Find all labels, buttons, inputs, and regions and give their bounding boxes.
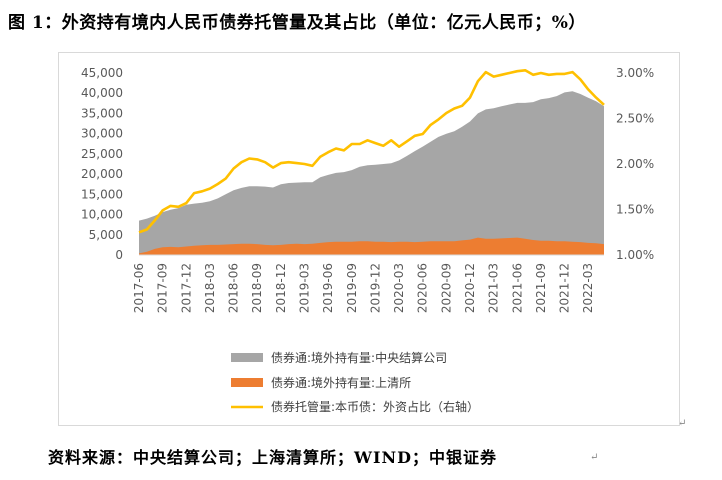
y-tick-label: 35,000 <box>81 106 123 120</box>
x-tick-label: 2017-12 <box>179 263 193 313</box>
y2-tick-label: 1.50% <box>616 203 654 217</box>
legend: 债券通:境外持有量:中央结算公司债券通:境外持有量:上清所债券托管量:本币债：外… <box>231 350 479 414</box>
legend-swatch-shch <box>231 378 263 387</box>
y-tick-label: 10,000 <box>81 208 123 222</box>
y2-tick-label: 1.00% <box>616 248 654 262</box>
x-tick-label: 2017-09 <box>156 263 170 313</box>
x-tick-label: 2020-03 <box>392 263 406 313</box>
x-tick-label: 2019-06 <box>321 263 335 313</box>
x-tick-label: 2019-12 <box>368 263 382 313</box>
x-tick-label: 2018-03 <box>203 263 217 313</box>
series-area-shch <box>139 237 604 255</box>
chart-frame: 0 5,000 10,000 15,000 20,000 25,000 30,000 35,0… <box>58 52 680 426</box>
figure-source: 资料来源：中央结算公司；上海清算所；WIND；中银证券 <box>48 448 497 467</box>
series-line-foreign-share <box>138 68 605 234</box>
line-layer <box>138 68 605 234</box>
x-tick-label: 2018-12 <box>274 263 288 313</box>
area-layer <box>139 91 604 255</box>
y2-tick-label: 2.00% <box>616 157 654 171</box>
x-tick-label: 2020-12 <box>463 263 477 313</box>
legend-label-ccdc: 债券通:境外持有量:中央结算公司 <box>271 350 447 365</box>
legend-label-shch: 债券通:境外持有量:上清所 <box>271 375 411 390</box>
y2-tick-label: 3.00% <box>616 66 654 80</box>
y-tick-label: 20,000 <box>81 167 123 181</box>
y-tick-label: 5,000 <box>89 228 123 242</box>
x-tick-label: 2022-03 <box>581 263 595 313</box>
x-tick-label: 2019-03 <box>298 263 312 313</box>
y-tick-label: 0 <box>115 248 123 262</box>
y-tick-label: 30,000 <box>81 127 123 141</box>
legend-swatch-ccdc <box>231 353 263 362</box>
legend-label-share: 债券托管量:本币债：外资占比（右轴） <box>271 399 479 414</box>
x-tick-label: 2020-06 <box>416 263 430 313</box>
y-tick-label: 40,000 <box>81 86 123 100</box>
x-tick-label: 2020-09 <box>439 263 453 313</box>
chart-svg: 0 5,000 10,000 15,000 20,000 25,000 30,000 35,0… <box>81 66 654 414</box>
x-tick-label: 2018-06 <box>227 263 241 313</box>
series-area-ccdc <box>139 91 604 255</box>
x-tick-label: 2017-06 <box>132 263 146 313</box>
paragraph-mark: ↵ <box>678 418 687 429</box>
axes-layer: 0 5,000 10,000 15,000 20,000 25,000 30,000 35,0… <box>81 66 654 313</box>
x-tick-label: 2019-09 <box>345 263 359 313</box>
y-tick-label: 15,000 <box>81 187 123 201</box>
x-tick-label: 2021-09 <box>534 263 548 313</box>
x-tick-label: 2021-12 <box>558 263 572 313</box>
x-tick-label: 2021-03 <box>487 263 501 313</box>
y-tick-label: 25,000 <box>81 147 123 161</box>
x-tick-label: 2021-06 <box>510 263 524 313</box>
y-tick-label: 45,000 <box>81 66 123 80</box>
figure-title: 图 1：外资持有境内人民币债券托管量及其占比（单位：亿元人民币；%） <box>8 13 586 33</box>
y2-tick-label: 2.50% <box>616 112 654 126</box>
paragraph-mark: ↵ <box>590 452 599 463</box>
x-tick-label: 2018-09 <box>250 263 264 313</box>
